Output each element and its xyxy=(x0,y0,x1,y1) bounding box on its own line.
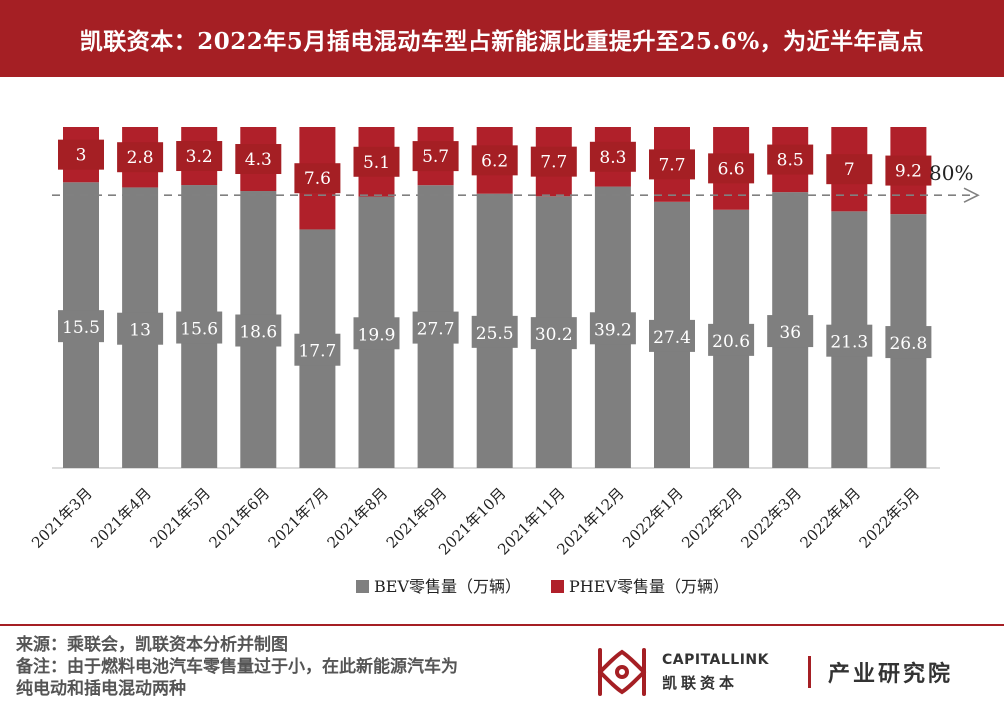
bev-data-label: 27.4 xyxy=(653,328,691,348)
phev-data-label: 6.6 xyxy=(718,159,745,179)
phev-data-label-box xyxy=(530,146,577,177)
phev-data-label-box xyxy=(117,142,164,173)
bev-data-label: 20.6 xyxy=(712,332,750,352)
bev-data-label-box xyxy=(294,333,341,366)
phev-data-label: 3.2 xyxy=(186,147,213,167)
phev-data-label-box xyxy=(176,141,223,172)
logo-institute: 产业研究院 xyxy=(828,661,954,687)
logo-name-cn: 凯联资本 xyxy=(662,674,739,692)
logo-separator xyxy=(808,656,811,688)
bev-data-label: 17.7 xyxy=(298,342,336,362)
legend-label-bev: BEV零售量（万辆） xyxy=(374,577,521,596)
bev-data-label-box xyxy=(826,324,873,357)
phev-data-label-box xyxy=(235,144,282,175)
x-tick-label: 2022年5月 xyxy=(856,484,924,552)
footer-notes: 来源：乘联会，凯联资本分析并制图 备注：由于燃料电池汽车零售量过于小，在此新能源… xyxy=(16,634,576,700)
capitallink-logo: CAPITALLINK 凯联资本 产业研究院 xyxy=(594,644,994,704)
bev-data-label: 18.6 xyxy=(239,323,277,343)
reference-arrow-icon xyxy=(963,187,980,203)
phev-data-label-box xyxy=(589,141,636,172)
x-tick-label: 2021年8月 xyxy=(324,484,392,552)
page-title: 凯联资本：2022年5月插电混动车型占新能源比重提升至25.6%，为近半年高点 xyxy=(0,0,1004,77)
bev-data-label-box xyxy=(767,315,814,348)
phev-data-label-box xyxy=(649,149,695,180)
phev-data-label: 7.7 xyxy=(540,153,567,173)
phev-data-label-box xyxy=(412,141,459,172)
phev-data-label: 9.2 xyxy=(895,162,922,182)
bev-data-label: 15.6 xyxy=(180,320,218,340)
bev-data-label-box xyxy=(530,317,577,350)
bev-data-label-box xyxy=(235,314,282,347)
bev-data-label: 26.8 xyxy=(889,334,927,354)
bev-data-label-box xyxy=(58,310,104,343)
bev-data-label-box xyxy=(117,312,164,345)
bev-data-label: 36 xyxy=(779,323,801,343)
phev-data-label-box xyxy=(294,163,341,194)
x-tick-label: 2022年4月 xyxy=(796,484,864,552)
bev-data-label-box xyxy=(708,323,755,356)
reference-line-label: 80% xyxy=(929,161,973,185)
x-tick-label: 2022年2月 xyxy=(678,484,746,552)
phev-data-label: 6.2 xyxy=(481,151,508,171)
x-tick-label: 2021年3月 xyxy=(28,484,96,552)
page-title-text: 凯联资本：2022年5月插电混动车型占新能源比重提升至25.6%，为近半年高点 xyxy=(79,27,925,55)
bev-data-label: 30.2 xyxy=(535,325,573,345)
x-tick-label: 2021年5月 xyxy=(146,484,214,552)
phev-data-label-box xyxy=(885,155,932,186)
bev-data-label: 13 xyxy=(129,321,151,341)
phev-data-label: 5.7 xyxy=(422,147,449,167)
capitallink-logo-icon xyxy=(598,648,646,696)
phev-data-label-box xyxy=(708,153,755,184)
phev-data-label: 8.3 xyxy=(599,148,626,168)
bev-data-label: 27.7 xyxy=(417,320,455,340)
x-tick-label: 2021年6月 xyxy=(205,484,273,552)
x-tick-label: 2022年3月 xyxy=(737,484,805,552)
source-note: 来源：乘联会，凯联资本分析并制图 xyxy=(16,635,288,655)
remark-note-line-2: 纯电动和插电混动两种 xyxy=(16,679,186,699)
bev-data-label: 21.3 xyxy=(830,333,868,353)
bev-data-label-box xyxy=(885,326,932,359)
phev-data-label: 8.5 xyxy=(777,151,804,171)
footer-divider xyxy=(0,624,1004,626)
bev-data-label-box xyxy=(589,312,636,345)
phev-data-label-box xyxy=(826,154,873,185)
legend-label-phev: PHEV零售量（万辆） xyxy=(569,577,729,596)
x-tick-label: 2022年1月 xyxy=(619,484,687,552)
phev-data-label: 7 xyxy=(844,160,855,180)
bev-data-label-box xyxy=(412,311,459,344)
phev-data-label: 3 xyxy=(76,146,87,166)
legend-swatch-bev xyxy=(356,580,369,593)
phev-data-label: 7.6 xyxy=(304,169,331,189)
phev-data-label-box xyxy=(58,139,104,170)
phev-data-label-box xyxy=(353,146,400,177)
phev-data-label-box xyxy=(471,145,518,176)
bev-data-label: 19.9 xyxy=(358,325,396,345)
logo-name-en: CAPITALLINK xyxy=(662,652,769,668)
phev-data-label: 5.1 xyxy=(363,153,390,173)
stacked-percent-bar-chart: 15.5 3 2021年3月 13 2.8 2021年4月 15.6 3.2 2021年5月 18… xyxy=(28,127,980,596)
bev-data-label-box xyxy=(176,311,223,344)
bev-data-label-box xyxy=(649,319,695,352)
phev-data-label-box xyxy=(767,144,814,175)
bev-data-label: 15.5 xyxy=(62,318,100,338)
phev-data-label: 7.7 xyxy=(658,155,685,175)
bev-data-label: 25.5 xyxy=(476,324,514,344)
remark-note-line-1: 备注：由于燃料电池汽车零售量过于小，在此新能源汽车为 xyxy=(16,657,458,677)
bev-data-label-box xyxy=(353,317,400,350)
x-tick-label: 2021年4月 xyxy=(87,484,155,552)
x-tick-label: 2021年7月 xyxy=(265,484,333,552)
bev-data-label: 39.2 xyxy=(594,320,632,340)
phev-data-label: 2.8 xyxy=(127,148,154,168)
bev-data-label-box xyxy=(471,315,518,348)
phev-data-label: 4.3 xyxy=(245,150,272,170)
legend-swatch-phev xyxy=(551,580,564,593)
